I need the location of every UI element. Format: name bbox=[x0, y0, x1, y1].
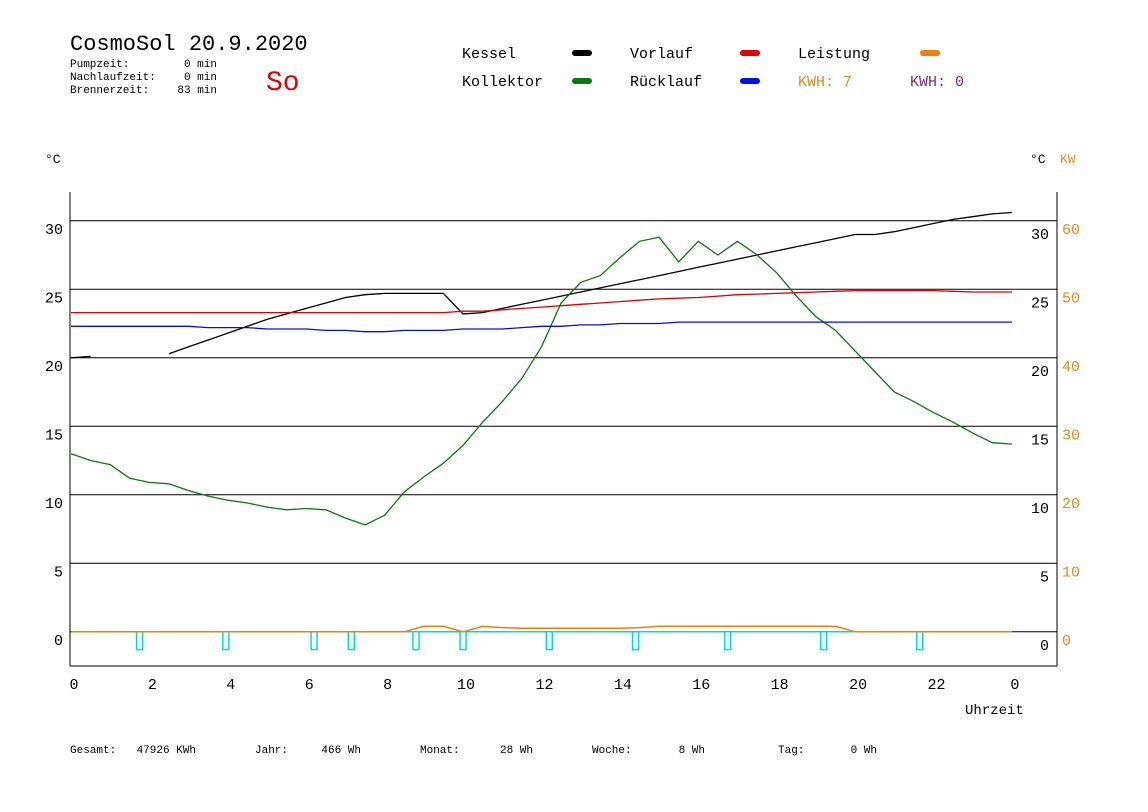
info-value: 0 min bbox=[184, 72, 217, 84]
legend-label: Leistung bbox=[798, 46, 870, 63]
footer-value: 47926 KWh bbox=[137, 745, 196, 757]
pump-pulse bbox=[459, 631, 467, 651]
pump-pulse bbox=[135, 631, 144, 651]
legend-swatch bbox=[920, 50, 940, 56]
legend-label: Rücklauf bbox=[630, 74, 702, 91]
footer-label: Tag: bbox=[778, 745, 804, 757]
x-tick-label: 8 bbox=[383, 677, 392, 694]
y-tick-label-right: 20 bbox=[1031, 364, 1049, 381]
info-value: 83 min bbox=[177, 85, 217, 97]
info-label: Pumpzeit: bbox=[70, 59, 129, 71]
y2-tick-label: 10 bbox=[1062, 564, 1080, 581]
y2-tick-label: 20 bbox=[1062, 496, 1080, 513]
pump-pulse bbox=[631, 631, 640, 651]
x-tick-label: 14 bbox=[614, 677, 632, 694]
info-label: Nachlaufzeit: bbox=[70, 72, 156, 84]
series-line bbox=[70, 211, 1012, 359]
pump-pulse bbox=[819, 631, 828, 651]
x-tick-label: 6 bbox=[305, 677, 314, 694]
footer-value: 0 Wh bbox=[851, 745, 877, 757]
y2-tick-label: 30 bbox=[1062, 427, 1080, 444]
legend-swatch bbox=[572, 50, 592, 56]
footer-value: 466 Wh bbox=[321, 745, 361, 757]
series-line bbox=[70, 236, 1012, 526]
pump-pulse bbox=[723, 631, 732, 651]
y-tick-label-right: 25 bbox=[1031, 295, 1049, 312]
y2-tick-label: 0 bbox=[1062, 633, 1071, 650]
y-tick-label-right: 0 bbox=[1040, 638, 1049, 655]
x-tick-label: 0 bbox=[69, 677, 78, 694]
y-tick-label-right: 10 bbox=[1031, 501, 1049, 518]
footer-label: Woche: bbox=[592, 745, 632, 757]
y-tick-label: 0 bbox=[54, 633, 63, 650]
x-tick-label: 2 bbox=[148, 677, 157, 694]
series-line bbox=[71, 321, 1012, 333]
y-tick-label: 30 bbox=[45, 222, 63, 239]
x-tick-label: 22 bbox=[927, 677, 945, 694]
y2-tick-label: 50 bbox=[1062, 290, 1080, 307]
legend-label: Kollektor bbox=[462, 74, 543, 91]
y-unit: °C bbox=[45, 152, 61, 167]
y-tick-label-right: 5 bbox=[1040, 569, 1049, 586]
legend-swatch bbox=[740, 50, 760, 56]
x-tick-label: 16 bbox=[692, 677, 710, 694]
footer-value: 28 Wh bbox=[500, 745, 533, 757]
footer-value: 8 Wh bbox=[679, 745, 705, 757]
y-unit-right: °C bbox=[1030, 152, 1046, 167]
footer-label: Gesamt: bbox=[70, 745, 116, 757]
legend-label: Kessel bbox=[462, 46, 516, 63]
title: CosmoSol 20.9.2020 bbox=[70, 32, 308, 57]
energy-total: KWH: 0 bbox=[910, 74, 964, 91]
y-tick-label: 20 bbox=[45, 359, 63, 376]
energy-total: KWH: 7 bbox=[798, 74, 852, 91]
pump-pulse bbox=[222, 631, 230, 651]
y-tick-label: 5 bbox=[54, 564, 63, 581]
x-tick-label: 0 bbox=[1010, 677, 1019, 694]
footer-label: Jahr: bbox=[255, 745, 288, 757]
info-label: Brennerzeit: bbox=[70, 85, 149, 97]
y-tick-label: 15 bbox=[45, 427, 63, 444]
legend-swatch bbox=[572, 78, 592, 84]
y-tick-label: 25 bbox=[45, 290, 63, 307]
x-tick-label: 12 bbox=[535, 677, 553, 694]
y-tick-label-right: 15 bbox=[1031, 432, 1049, 449]
y2-tick-label: 40 bbox=[1062, 359, 1080, 376]
y-tick-label: 10 bbox=[45, 496, 63, 513]
x-tick-label: 18 bbox=[771, 677, 789, 694]
day: So bbox=[266, 68, 300, 99]
y2-tick-label: 60 bbox=[1062, 222, 1080, 239]
pump-pulse bbox=[545, 631, 554, 651]
x-tick-label: 4 bbox=[226, 677, 235, 694]
pump-pulse bbox=[347, 631, 356, 651]
y-tick-label-right: 30 bbox=[1031, 227, 1049, 244]
info-value: 0 min bbox=[184, 59, 217, 71]
legend-label: Vorlauf bbox=[630, 46, 693, 63]
x-label: Uhrzeit bbox=[965, 703, 1024, 719]
series-line bbox=[71, 625, 1012, 633]
footer-label: Monat: bbox=[420, 745, 460, 757]
x-tick-label: 10 bbox=[457, 677, 475, 694]
pump-pulse bbox=[412, 631, 420, 651]
pump-pulse bbox=[310, 631, 318, 651]
legend-swatch bbox=[740, 78, 760, 84]
y2-unit: KW bbox=[1060, 152, 1076, 167]
pump-pulse bbox=[916, 631, 924, 651]
x-tick-label: 20 bbox=[849, 677, 867, 694]
series-line bbox=[71, 289, 1012, 314]
